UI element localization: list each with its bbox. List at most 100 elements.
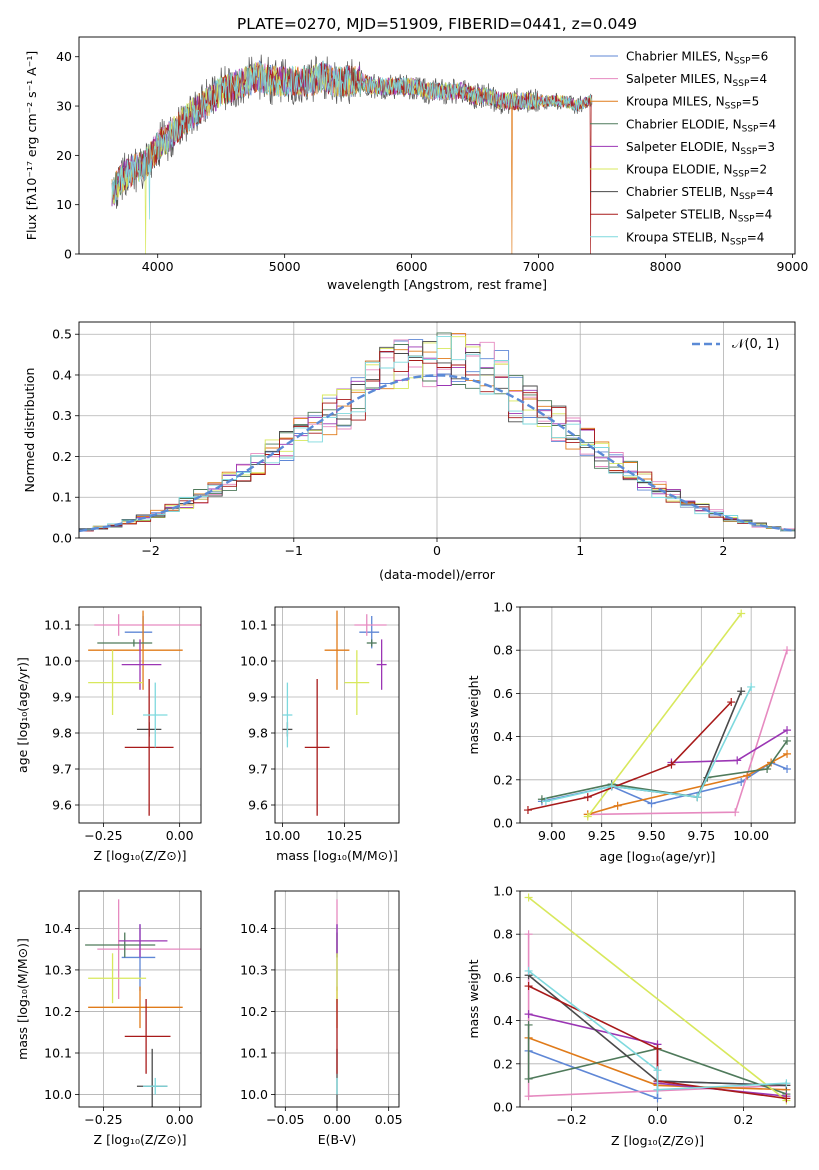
axes-frame [519, 890, 796, 1108]
y-tick-label: 10.1 [240, 1046, 268, 1061]
x-tick-label: 0.05 [375, 1112, 403, 1127]
weight-marker [653, 1066, 662, 1075]
x-tick-label: 9.25 [588, 828, 616, 843]
weight-marker [747, 682, 756, 691]
y-tick-label: 0.2 [52, 449, 72, 464]
legend-label: Kroupa ELODIE, NSSP=2 [626, 163, 767, 180]
x-axis-label: Z [log₁₀(Z/Z⊙)] [611, 1133, 704, 1148]
y-tick-label: 0.6 [493, 970, 513, 985]
y-tick-label: 9.9 [52, 690, 72, 705]
legend-label: Kroupa STELIB, NSSP=4 [626, 230, 764, 247]
residual-histogram-panel: −2 −1 0 1 2 0.0 0.1 0.2 0.3 0.4 0.5 (data-model)/er… [22, 321, 796, 582]
y-tick-label: 10.4 [44, 921, 72, 936]
x-tick-label: 9.00 [538, 828, 566, 843]
y-tick-label: 0.0 [493, 816, 513, 831]
y-tick-label: 9.9 [248, 690, 268, 705]
normal-reference-curve [79, 374, 795, 533]
x-axis-label: wavelength [Angstrom, rest frame] [327, 277, 547, 292]
y-tick-label: 9.6 [248, 798, 268, 813]
ticks: −0.2 0.0 0.2 0.0 0.2 0.4 0.6 0.8 1.0 [493, 884, 753, 1128]
y-tick-label: 9.7 [52, 762, 72, 777]
y-tick-label: 0.2 [493, 772, 513, 787]
weight-marker [653, 1085, 662, 1094]
x-axis-label: mass [log₁₀(M/M⊙)] [276, 848, 398, 863]
ticks: −0.05 0.00 0.05 10.0 10.1 10.2 10.3 10.4 [240, 921, 402, 1127]
weight-series-line [528, 985, 787, 1100]
x-tick-label: −1 [285, 543, 303, 558]
y-tick-label: 40 [56, 49, 72, 64]
x-tick-label: 10.25 [327, 828, 363, 843]
axes-frame [274, 606, 400, 824]
plot-area [85, 899, 201, 1107]
y-tick-label: 20 [56, 148, 72, 163]
spectrum-panel: 4000 5000 6000 7000 8000 9000 0 10 20 30 40 wavelen… [24, 36, 808, 292]
y-tick-label: 0.0 [52, 531, 72, 546]
weight-marker [727, 698, 736, 707]
weight-marker [783, 749, 792, 758]
legend-label: Salpeter MILES, NSSP=4 [626, 72, 767, 89]
axes-frame [274, 890, 400, 1108]
y-axis-label: Flux [fλ10⁻¹⁷ erg cm⁻² s⁻¹ A⁻¹] [24, 51, 39, 240]
axes-frame [519, 606, 796, 824]
weight-marker [537, 795, 546, 804]
y-tick-label: 10.2 [44, 1004, 72, 1019]
weight-marker [737, 687, 746, 696]
weight-marker [524, 1092, 533, 1101]
axes-frame [78, 606, 202, 824]
weight-marker [583, 812, 592, 821]
mass-vs-metallicity-panel: −0.25 0.00 10.0 10.1 10.2 10.3 10.4 Z [log₁₀(Z/… [15, 890, 202, 1147]
y-tick-label: 0.3 [52, 408, 72, 423]
y-tick-label: 10.0 [240, 654, 268, 669]
legend-label: 𝒩(0, 1) [732, 337, 779, 352]
x-tick-label: 9.50 [638, 828, 666, 843]
weight-marker [783, 765, 792, 773]
y-tick-label: 0.4 [52, 367, 72, 382]
weight-series-line [545, 686, 752, 803]
weight-marker [524, 893, 533, 902]
x-tick-label: −0.25 [84, 828, 122, 843]
weight-marker [524, 930, 533, 939]
y-axis-label: mass [log₁₀(M/M⊙)] [15, 938, 30, 1060]
x-tick-label: 4000 [142, 259, 174, 274]
age-vs-metallicity-panel: −0.25 0.00 9.6 9.7 9.8 9.9 10.0 10.1 Z [log₁₀(Z/… [15, 606, 202, 863]
spectrum-line [111, 60, 593, 220]
legend-label: Salpeter STELIB, NSSP=4 [626, 208, 772, 225]
y-axis-label: age [log₁₀(age/yr)] [15, 657, 30, 773]
x-tick-label: 7000 [523, 259, 555, 274]
ticks: −0.25 0.00 9.6 9.7 9.8 9.9 10.0 10.1 [44, 618, 193, 844]
weight-marker [693, 793, 702, 802]
y-tick-label: 0.4 [493, 1013, 513, 1028]
plot-area [79, 332, 795, 533]
y-tick-label: 10.1 [44, 1046, 72, 1061]
axes-frame [78, 890, 202, 1108]
plot-area [111, 54, 593, 254]
y-tick-label: 10.0 [44, 1087, 72, 1102]
axes-frame [78, 321, 796, 539]
y-tick-label: 0.2 [493, 1056, 513, 1071]
weight-marker [733, 756, 742, 765]
spectrum-legend: Chabrier MILES, NSSP=6 Salpeter MILES, NS… [590, 50, 776, 247]
ticks: −2 −1 0 1 2 0.0 0.1 0.2 0.3 0.4 0.5 [52, 327, 727, 558]
y-tick-label: 10 [56, 197, 72, 212]
histogram-series [79, 350, 795, 532]
weight-marker [583, 793, 592, 802]
mass-vs-extinction-panel: −0.05 0.00 0.05 10.0 10.1 10.2 10.3 10.4 E(B-V) [240, 890, 403, 1147]
weight-marker [783, 726, 792, 735]
weight-lines [524, 893, 791, 1105]
x-axis-label: Z [log₁₀(Z/Z⊙)] [94, 848, 187, 863]
weight-marker [737, 777, 746, 786]
errorbars [85, 899, 201, 1107]
weight-series-line [527, 1024, 787, 1095]
weight-marker [524, 982, 533, 991]
x-tick-label: −2 [141, 543, 159, 558]
x-tick-label: 0 [433, 543, 441, 558]
y-tick-label: 10.2 [240, 1004, 268, 1019]
x-tick-label: 6000 [396, 259, 428, 274]
ticks: 4000 5000 6000 7000 8000 9000 0 10 20 30 40 [56, 49, 808, 274]
weight-series-line [541, 740, 788, 800]
weight-series-line [587, 613, 742, 817]
x-tick-label: −0.2 [556, 1112, 586, 1127]
y-tick-label: 9.7 [248, 762, 268, 777]
weight-marker [763, 765, 772, 773]
